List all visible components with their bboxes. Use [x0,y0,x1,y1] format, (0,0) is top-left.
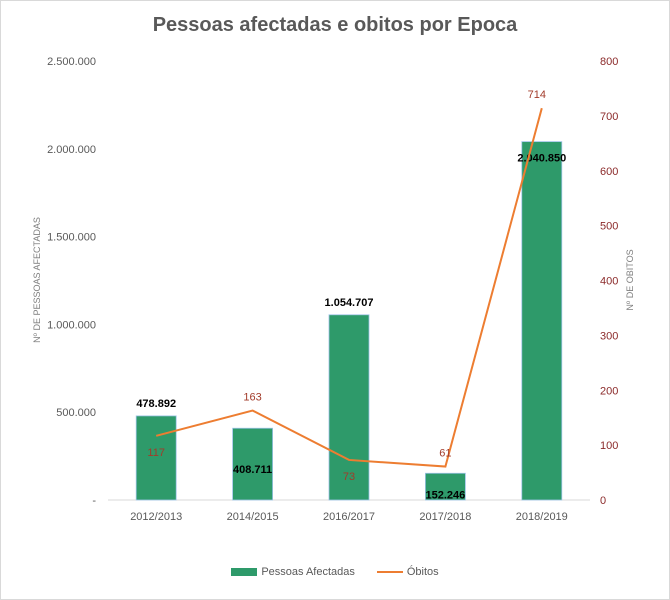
x-tick-label: 2014/2015 [227,511,279,523]
bar-data-label: 152.246 [426,489,466,501]
legend-label: Pessoas Afectadas [261,566,355,578]
legend-swatch-bar [231,568,258,576]
y-right-tick-label: 400 [600,276,618,288]
y-left-tick-label: 2.500.000 [47,56,96,68]
y-right-tick-label: 0 [600,495,606,507]
y-right-tick-label: 300 [600,330,618,342]
line-data-label: 163 [243,392,261,404]
line-data-label: 117 [147,447,165,459]
chart-title: Pessoas afectadas e obitos por Epoca [152,14,518,36]
y-right-tick-label: 500 [600,221,618,233]
legend-item-pessoas: Pessoas Afectadas [231,566,355,578]
y-right-tick-label: 100 [600,440,618,452]
line-data-label: 73 [343,471,355,483]
y-right-axis-label: Nº DE OBITOS [625,249,635,310]
legend-item-obitos: Óbitos [376,566,439,578]
bar-pessoas-afectadas [521,141,563,501]
y-right-tick-label: 700 [600,111,618,123]
legend-swatch-line [376,571,403,573]
x-tick-label: 2016/2017 [323,511,375,523]
x-tick-label: 2018/2019 [516,511,568,523]
legend: Pessoas Afectadas Óbitos [0,566,670,578]
line-data-label: 714 [528,89,546,101]
y-left-tick-label: 2.000.000 [47,144,96,156]
bar-data-label: 2.040.850 [517,153,566,165]
y-left-tick-label: 1.500.000 [47,232,96,244]
bar-data-label: 408.711 [233,464,272,476]
bar-pessoas-afectadas [135,415,177,501]
bar-pessoas-afectadas [424,472,466,501]
y-right-tick-label: 600 [600,166,618,178]
legend-label: Óbitos [406,566,439,578]
y-left-tick-label: 500.000 [56,407,96,419]
bar-data-label: 478.892 [136,398,176,410]
bar-data-label: 1.054.707 [325,297,374,309]
bar-pessoas-afectadas [328,314,370,501]
y-left-tick-label: 1.000.000 [47,319,96,331]
bar-pessoas-afectadas [232,427,274,501]
y-left-axis-label: Nº DE PESSOAS AFECTADAS [32,217,42,343]
line-data-label: 61 [439,448,451,460]
y-right-tick-label: 200 [600,385,618,397]
x-tick-label: 2012/2013 [130,511,182,523]
x-tick-label: 2017/2018 [419,511,471,523]
y-left-tick-label: - [92,495,96,507]
y-right-tick-label: 800 [600,56,618,68]
